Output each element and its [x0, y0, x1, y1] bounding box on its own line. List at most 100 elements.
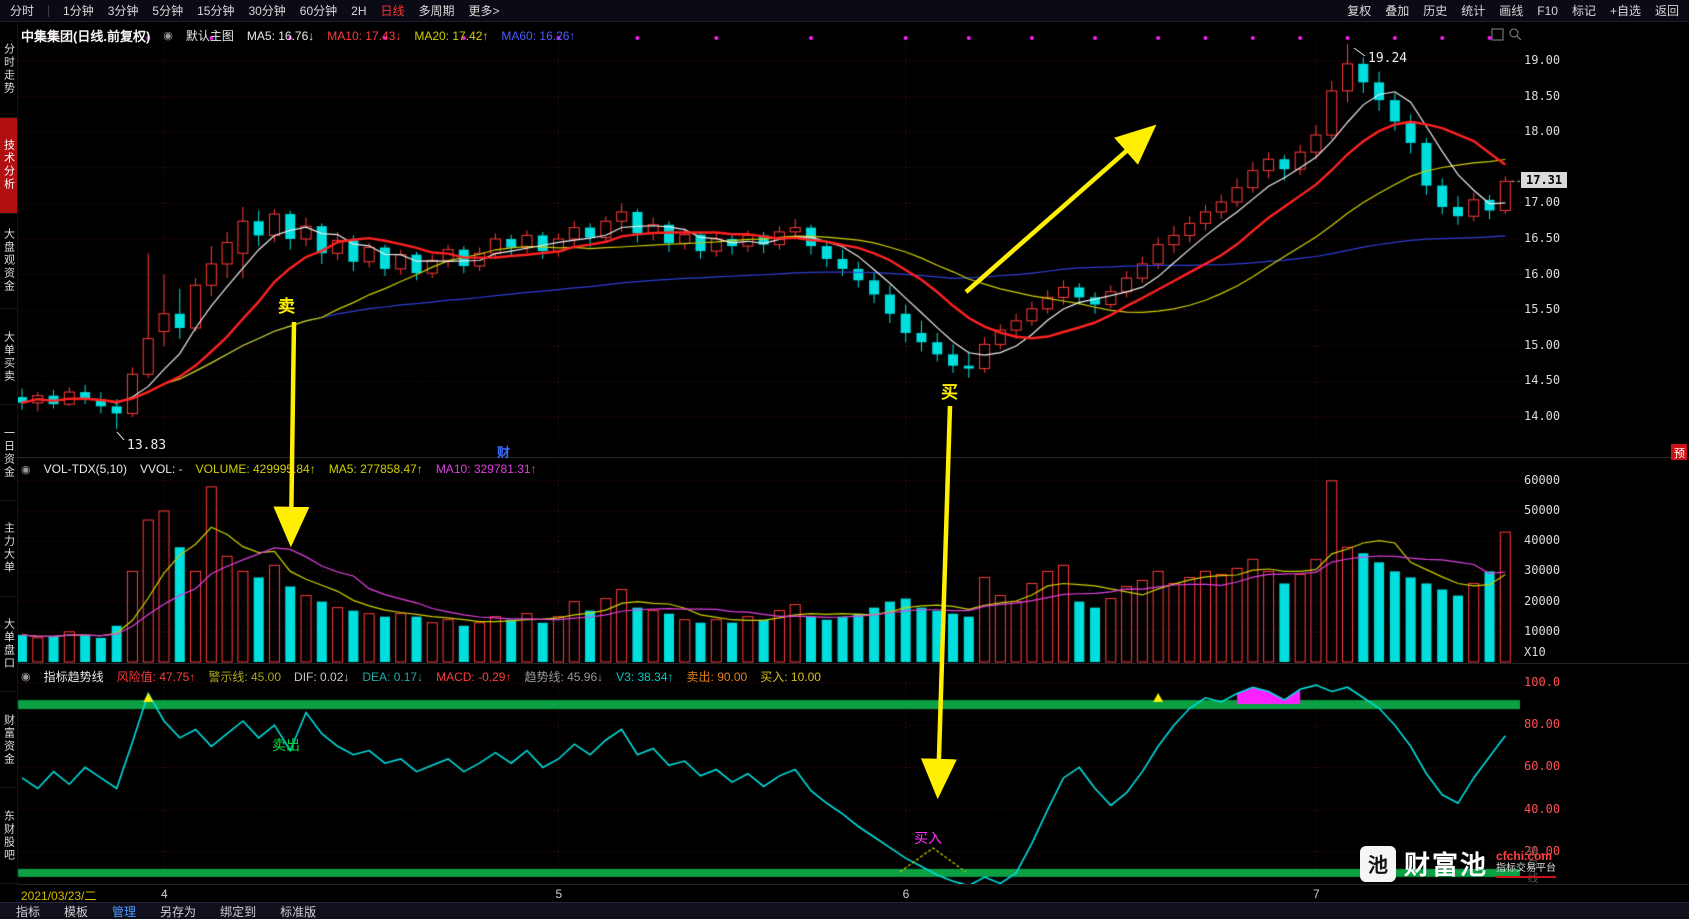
sidebar-item-main-orders[interactable]: 主力大单 — [0, 501, 17, 597]
dea-value: DEA: 0.17↓ — [362, 669, 424, 684]
ma60-value: MA60: 16.26↑ — [501, 28, 576, 43]
indicator-name[interactable]: 指标趋势线 — [43, 670, 104, 684]
menu-standard-version[interactable]: 标准版 — [280, 904, 317, 919]
tab-15min[interactable]: 15分钟 — [197, 4, 235, 18]
menu-indicator[interactable]: 指标 — [16, 904, 41, 919]
period-tabs: 分时 1分钟 3分钟 5分钟 15分钟 30分钟 60分钟 2H 日线 多周期 … — [10, 2, 500, 19]
date-tick-label: 7 — [1312, 887, 1320, 901]
warn-line-value: 警示线: 45.00 — [208, 670, 282, 684]
volume-axis-unit: X10 — [1524, 645, 1546, 659]
volume-ma10-value: MA10: 329781.31↑ — [435, 462, 537, 476]
indicator-axis-label: 40.00 — [1524, 801, 1561, 816]
top-toolbar: 分时 1分钟 3分钟 5分钟 15分钟 30分钟 60分钟 2H 日线 多周期 … — [0, 0, 1689, 22]
tab-multi-period[interactable]: 多周期 — [418, 4, 455, 18]
menu-bind-to[interactable]: 绑定到 — [220, 904, 257, 919]
watermark-domain: cfchi.com — [1496, 848, 1553, 863]
sidebar-item-fenshi[interactable]: 分时走势 — [0, 22, 17, 118]
main-pane-header: 中集集团(日线.前复权) ◉ 默认主图 MA5: 16.76↓ MA10: 17… — [21, 26, 575, 45]
btn-fuquan[interactable]: 复权 — [1347, 4, 1372, 18]
price-axis-label: 15.00 — [1524, 337, 1561, 352]
volume-axis-label: 40000 — [1524, 533, 1561, 548]
watermark-logo: 池 — [1360, 845, 1396, 882]
overlay-selector[interactable]: 默认主图 — [185, 29, 234, 43]
volume-chart-canvas[interactable] — [17, 458, 1689, 664]
pane-toggle-icon[interactable]: ◉ — [163, 30, 173, 42]
last-price-badge: 17.31 — [1521, 172, 1568, 188]
tab-30min[interactable]: 30分钟 — [248, 4, 286, 18]
tab-3min[interactable]: 3分钟 — [107, 4, 139, 18]
tab-more[interactable]: 更多> — [468, 4, 500, 18]
date-tick-label: 5 — [555, 887, 563, 901]
indicator-pane-header: ◉ 指标趋势线 风险值: 47.75↑ 警示线: 45.00 DIF: 0.02… — [21, 668, 821, 685]
trend-line-value: 趋势线: 45.96↓ — [524, 670, 604, 684]
toolbar-divider — [48, 4, 50, 17]
price-axis-label: 18.00 — [1524, 124, 1561, 139]
bottom-menu-bar: 指标 模板 管理 另存为 绑定到 标准版 — [0, 902, 1689, 919]
pane-separator — [17, 663, 1689, 664]
volume-axis-label: 60000 — [1524, 472, 1561, 487]
price-axis-label: 16.00 — [1524, 266, 1561, 281]
ma20-value: MA20: 17.42↑ — [414, 28, 489, 43]
stock-title: 中集集团(日线.前复权) — [21, 29, 151, 44]
btn-back[interactable]: 返回 — [1654, 4, 1679, 18]
watermark-tagline: 指标交易平台 — [1496, 863, 1557, 879]
tab-fenshi[interactable]: 分时 — [10, 4, 35, 18]
macd-value: MACD: -0.29↑ — [436, 669, 512, 684]
btn-draw-line[interactable]: 画线 — [1499, 4, 1524, 18]
tab-1min[interactable]: 1分钟 — [63, 4, 94, 18]
volume-indicator-name[interactable]: VOL-TDX(5,10) — [43, 462, 127, 476]
sidebar-item-big-orders[interactable]: 大单买卖 — [0, 309, 17, 406]
v3-value: V3: 38.34↑ — [616, 669, 674, 684]
indicator-chart-canvas[interactable] — [17, 664, 1689, 884]
btn-f10[interactable]: F10 — [1537, 3, 1558, 18]
first-visible-date: 2021/03/23/二 — [21, 889, 97, 903]
btn-stats[interactable]: 统计 — [1461, 4, 1486, 18]
sidebar-item-daily-funds[interactable]: 一日资金 — [0, 405, 17, 501]
main-chart-canvas[interactable] — [17, 24, 1689, 458]
risk-value: 风险值: 47.75↑ — [116, 670, 196, 684]
tab-2h[interactable]: 2H — [351, 3, 367, 18]
dif-value: DIF: 0.02↓ — [294, 669, 350, 684]
sidebar-item-wealth-funds[interactable]: 财富资金 — [0, 692, 17, 789]
buy-level-value: 买入: 10.00 — [760, 670, 821, 684]
sell-level-value: 卖出: 90.00 — [686, 670, 748, 684]
ma10-value: MA10: 17.43↓ — [327, 28, 402, 43]
date-tick-label: 4 — [161, 887, 168, 901]
btn-history[interactable]: 历史 — [1423, 4, 1448, 18]
volume-axis-label: 20000 — [1524, 593, 1561, 608]
indicator-axis-label: 100.0 — [1524, 675, 1561, 689]
btn-mark[interactable]: 标记 — [1571, 4, 1596, 18]
price-axis-label: 17.00 — [1524, 195, 1561, 210]
menu-manage[interactable]: 管理 — [112, 904, 137, 919]
sidebar-item-order-book[interactable]: 大单盘口 — [0, 597, 17, 693]
price-axis-label: 14.00 — [1524, 409, 1561, 423]
vvol-value: VVOL: - — [139, 462, 183, 476]
menu-save-as[interactable]: 另存为 — [160, 904, 197, 919]
volume-axis-label: 30000 — [1524, 563, 1561, 578]
ma5-value: MA5: 16.76↓ — [246, 28, 315, 43]
date-tick-label: 6 — [902, 887, 910, 901]
toolbar-actions: 复权 叠加 历史 统计 画线 F10 标记 +自选 返回 — [1347, 2, 1679, 19]
sidebar-item-market-funds[interactable]: 大盘观资金 — [0, 214, 17, 310]
pane-separator — [17, 457, 1689, 458]
tab-daily[interactable]: 日线 — [380, 4, 405, 18]
volume-axis-label: 50000 — [1524, 503, 1561, 517]
sidebar-item-tech-analysis[interactable]: 技术分析 — [0, 117, 17, 214]
pane-toggle-icon[interactable]: ◉ — [21, 463, 31, 476]
watermark-brand: 财富池 — [1404, 850, 1489, 880]
volume-value: VOLUME: 429995.84↑ — [195, 462, 316, 476]
tab-60min[interactable]: 60分钟 — [299, 4, 338, 18]
btn-add-watchlist[interactable]: +自选 — [1609, 4, 1641, 18]
tab-5min[interactable]: 5分钟 — [152, 4, 184, 18]
watermark: 池 财富池 cfchi.com 指标交易平台 — [1360, 845, 1557, 882]
btn-overlay[interactable]: 叠加 — [1385, 4, 1410, 18]
price-axis-label: 19.00 — [1524, 53, 1561, 67]
price-axis-label: 16.50 — [1524, 231, 1561, 245]
menu-template[interactable]: 模板 — [64, 904, 89, 919]
pane-toggle-icon[interactable]: ◉ — [21, 671, 31, 683]
price-axis-label: 18.50 — [1524, 88, 1561, 103]
sidebar-item-guba[interactable]: 东财股吧 — [0, 788, 17, 885]
date-axis-row: 2021/03/23/二 4 5 6 7 — [17, 884, 1689, 903]
price-axis-label: 15.50 — [1524, 302, 1561, 317]
